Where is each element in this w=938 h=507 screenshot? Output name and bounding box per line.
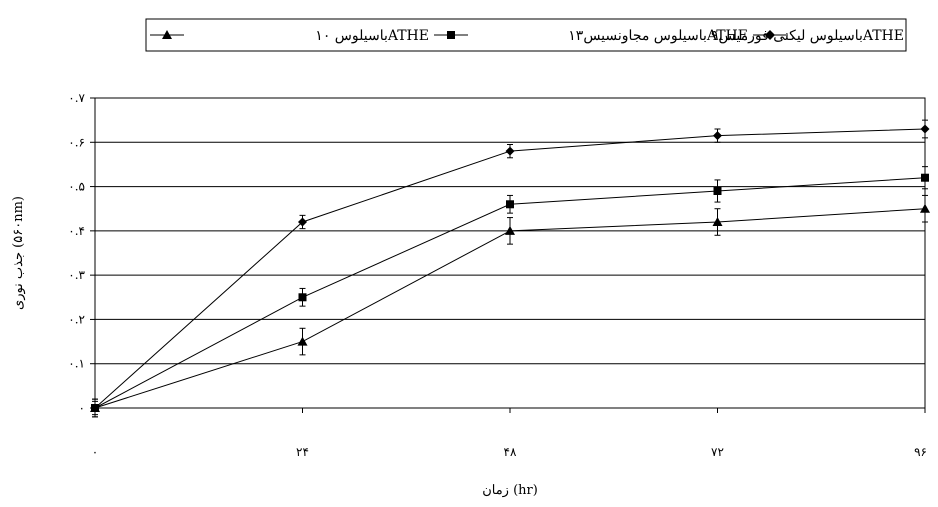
series-2-point-3 bbox=[712, 217, 723, 226]
x-tick-label-3: ۷۲ bbox=[711, 445, 724, 459]
y-tick-label-0: ۰ bbox=[79, 401, 85, 415]
x-tick-label-2: ۴۸ bbox=[504, 445, 517, 459]
legend-marker-1 bbox=[447, 31, 455, 39]
y-tick-label-3: ۰.۳ bbox=[68, 268, 85, 282]
x-tick-label-4: ۹۶ bbox=[914, 445, 927, 459]
series-group bbox=[90, 119, 930, 418]
series-1 bbox=[91, 166, 929, 418]
x-axis-title: زمان (hr) bbox=[482, 483, 538, 498]
series-2-point-0 bbox=[90, 403, 100, 412]
series-2-point-2 bbox=[505, 225, 515, 235]
series-1-point-3 bbox=[713, 187, 722, 195]
x-tick-label-0: ۰ bbox=[92, 445, 98, 459]
y-tick-label-2: ۰.۲ bbox=[68, 312, 85, 326]
y-axis-ticks: ۰ ۰.۱ ۰.۲ ۰.۳ ۰.۴ ۰.۵ ۰.۶ ۰.۷ bbox=[68, 91, 95, 415]
series-0-line bbox=[94, 128, 926, 409]
series-1-point-4 bbox=[921, 173, 929, 182]
legend: باسیلوس لیکنی فورمیس۹ATHE باسیلوس مجاونس… bbox=[145, 18, 907, 52]
series-1-point-1 bbox=[298, 293, 307, 302]
gridlines bbox=[95, 141, 925, 365]
legend-label-0: باسیلوس لیکنی فورمیس۹ATHE bbox=[711, 28, 904, 44]
series-0 bbox=[90, 119, 930, 418]
x-tick-label-1: ۲۴ bbox=[296, 445, 309, 459]
legend-label-1: باسیلوس مجاونسیس۱۳ATHE bbox=[568, 28, 748, 44]
series-2-point-4 bbox=[920, 203, 930, 213]
y-tick-label-7: ۰.۷ bbox=[68, 91, 85, 105]
series-2-point-1 bbox=[297, 336, 308, 346]
y-tick-label-4: ۰.۴ bbox=[68, 224, 85, 238]
x-axis-ticks: ۰ ۲۴ ۴۸ ۷۲ ۹۶ bbox=[92, 408, 927, 459]
series-2 bbox=[90, 194, 930, 416]
series-0-point-4 bbox=[920, 124, 930, 134]
legend-label-2: باسیلوس ۱۰ATHE bbox=[315, 28, 429, 44]
y-axis-title: جذب نوری (۵۶۰nm) bbox=[11, 196, 26, 310]
legend-marker-0 bbox=[765, 30, 775, 40]
series-1-point-2 bbox=[506, 200, 514, 209]
series-0-point-3 bbox=[713, 131, 722, 141]
y-tick-label-1: ۰.۱ bbox=[68, 357, 85, 371]
series-0-point-2 bbox=[505, 146, 515, 156]
series-0-point-1 bbox=[298, 217, 307, 227]
legend-marker-2 bbox=[162, 30, 172, 39]
y-tick-label-5: ۰.۵ bbox=[68, 180, 85, 194]
y-tick-label-6: ۰.۶ bbox=[68, 135, 85, 149]
